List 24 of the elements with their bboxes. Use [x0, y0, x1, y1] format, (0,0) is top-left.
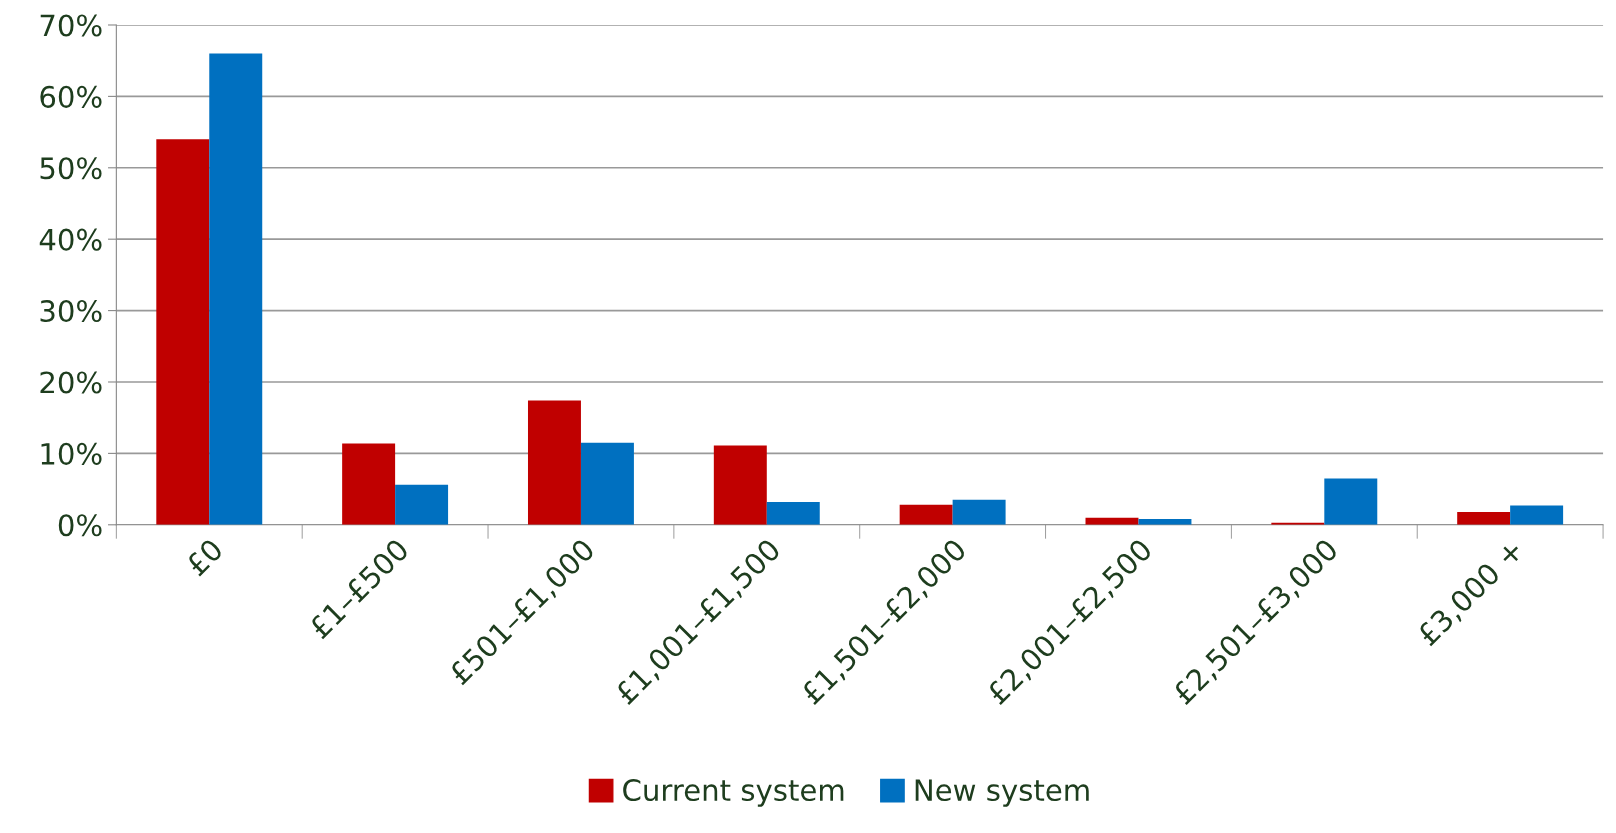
y-tick-label: 70%	[40, 14, 102, 37]
y-tick-label: 60%	[40, 85, 102, 108]
bar	[1510, 505, 1564, 525]
bar	[342, 443, 396, 525]
bar	[1457, 511, 1511, 525]
bar	[527, 400, 581, 525]
bar	[766, 501, 820, 525]
y-tick-label: 40%	[39, 228, 102, 251]
bar	[899, 504, 953, 525]
bar	[1324, 478, 1378, 525]
bar	[156, 139, 210, 525]
legend-label: Current system	[623, 779, 844, 807]
bar	[952, 499, 1006, 525]
y-tick-label: 30%	[40, 300, 102, 323]
y-tick-label: 0%	[58, 514, 102, 537]
y-tick-label: 10%	[41, 442, 102, 465]
y-tick-label: 20%	[40, 371, 102, 394]
bar	[580, 442, 634, 525]
bar	[395, 484, 449, 525]
y-tick-label: 50%	[40, 157, 102, 180]
x-tick-label: £0	[184, 537, 224, 577]
legend-label: New system	[915, 779, 1089, 807]
bar	[209, 53, 263, 525]
bar	[713, 445, 767, 525]
